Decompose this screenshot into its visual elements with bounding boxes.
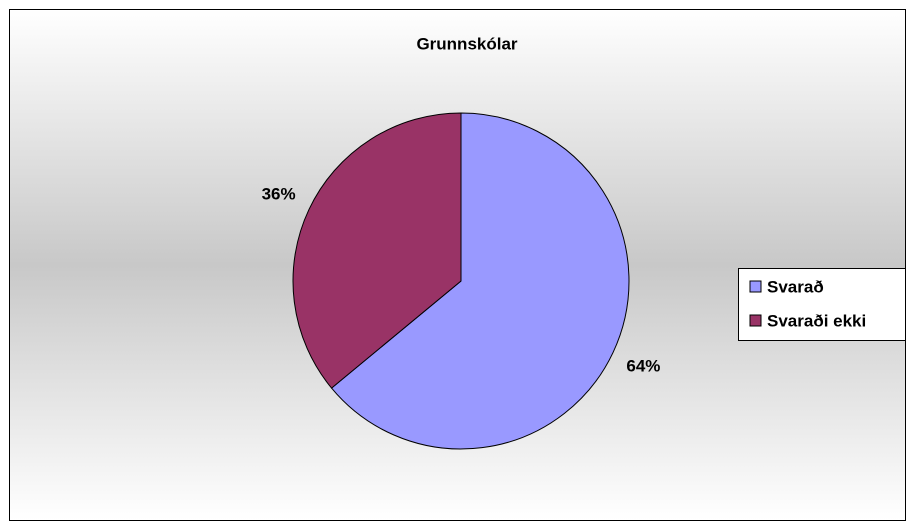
legend xyxy=(738,268,906,341)
legend-label: Svarað xyxy=(767,277,824,296)
legend-swatch xyxy=(749,314,762,327)
data-label: 36% xyxy=(262,185,296,204)
chart-title: Grunnskólar xyxy=(416,34,517,53)
pie-slice xyxy=(330,112,630,450)
legend-label: Svaraði ekki xyxy=(767,311,866,330)
legend-swatch xyxy=(749,280,762,293)
pie-slice xyxy=(292,112,462,389)
data-label: 64% xyxy=(626,356,660,375)
